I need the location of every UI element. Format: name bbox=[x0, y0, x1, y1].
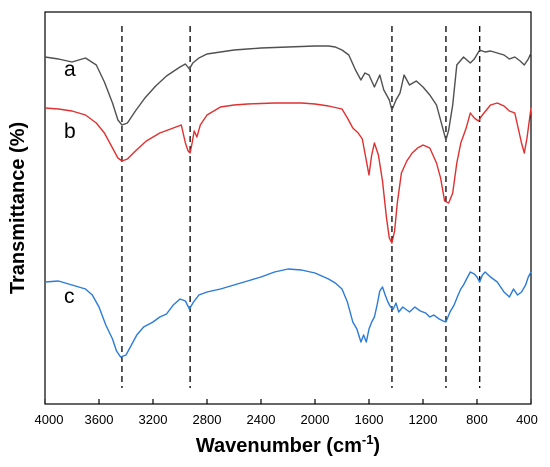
series-labels: a b c bbox=[64, 58, 76, 308]
y-axis-title: Transmittance (%) bbox=[7, 122, 29, 294]
x-tick-label-2000: 2000 bbox=[301, 412, 330, 427]
series-label-a: a bbox=[64, 58, 76, 81]
x-tick-label-1600: 1600 bbox=[355, 412, 384, 427]
x-tick-label-3600: 3600 bbox=[85, 412, 114, 427]
x-axis-title: Wavenumber (cm-1) bbox=[196, 432, 380, 457]
reference-lines bbox=[121, 26, 481, 388]
series-line-b bbox=[44, 102, 532, 244]
x-tick-label-400: 400 bbox=[516, 412, 538, 427]
series-label-c: c bbox=[64, 285, 75, 308]
x-tick-label-4000: 4000 bbox=[35, 412, 64, 427]
x-axis-ticks: 4000 3600 3200 2800 2400 2000 1600 1200 800 400 bbox=[35, 399, 538, 427]
series-line-c bbox=[44, 268, 532, 358]
x-tick-label-2800: 2800 bbox=[193, 412, 222, 427]
x-tick-label-2400: 2400 bbox=[247, 412, 276, 427]
series-line-a bbox=[44, 45, 532, 141]
series-label-b: b bbox=[64, 120, 76, 143]
x-tick-label-800: 800 bbox=[466, 412, 488, 427]
x-tick-label-3200: 3200 bbox=[139, 412, 168, 427]
x-tick-label-1200: 1200 bbox=[409, 412, 438, 427]
series-layer bbox=[44, 45, 532, 358]
plot-area-frame bbox=[44, 11, 532, 405]
